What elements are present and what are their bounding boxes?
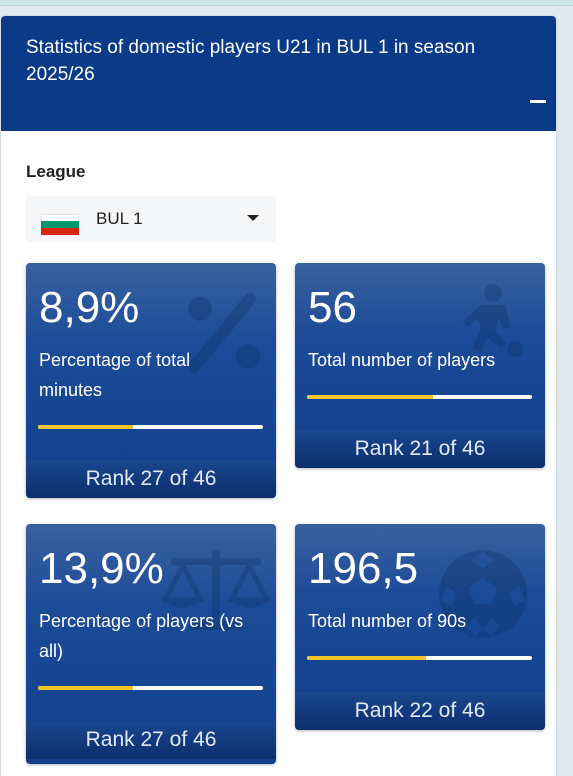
scale-icon <box>161 550 271 630</box>
league-selected-value: BUL 1 <box>96 209 143 228</box>
progress-fill <box>307 395 433 399</box>
player-icon <box>463 284 523 357</box>
progress-bar <box>38 686 263 690</box>
panel-title: Statistics of domestic players U21 in BU… <box>26 37 476 85</box>
progress-fill <box>38 425 133 429</box>
rank-footer: Rank 21 of 46 <box>295 430 545 468</box>
stat-label: Total number of players <box>308 350 496 370</box>
league-label: League <box>26 162 86 181</box>
stat-label: Percentage of players (vs all) <box>39 611 244 661</box>
rank-footer: Rank 27 of 46 <box>26 460 276 498</box>
rank-footer: Rank 27 of 46 <box>26 721 276 759</box>
progress-fill <box>38 686 133 690</box>
progress-fill <box>307 656 427 660</box>
chevron-down-icon <box>247 215 259 221</box>
stat-card-players: 56 Total number of players Rank 21 of 46 <box>295 263 545 468</box>
progress-bar <box>38 425 263 429</box>
statistics-panel: Statistics of domestic players U21 in BU… <box>1 16 556 776</box>
stat-card-90s: 196,5 Total number of 90s Rank 22 of 46 <box>295 524 545 730</box>
percent-icon <box>188 293 260 373</box>
stat-value: 13,9% <box>39 544 164 593</box>
stat-value: 196,5 <box>308 544 419 593</box>
stat-card-minutes: 8,9% Percentage of total minutes Rank 27… <box>26 263 276 498</box>
collapse-button[interactable] <box>530 100 546 103</box>
football-icon <box>439 550 527 638</box>
league-select[interactable]: BUL 1 <box>26 196 276 242</box>
stat-value: 8,9% <box>39 283 140 332</box>
top-strip <box>0 0 573 6</box>
progress-bar <box>307 656 532 660</box>
rank-footer: Rank 22 of 46 <box>295 692 545 730</box>
bulgaria-flag-icon <box>41 214 79 235</box>
stat-label: Total number of 90s <box>308 611 467 631</box>
progress-bar <box>307 395 532 399</box>
stat-value: 56 <box>308 283 357 332</box>
stat-label: Percentage of total minutes <box>39 350 191 400</box>
panel-header: Statistics of domestic players U21 in BU… <box>1 16 556 131</box>
stat-card-percentage-players: 13,9% Percentage of players (vs all) Ran… <box>26 524 276 764</box>
